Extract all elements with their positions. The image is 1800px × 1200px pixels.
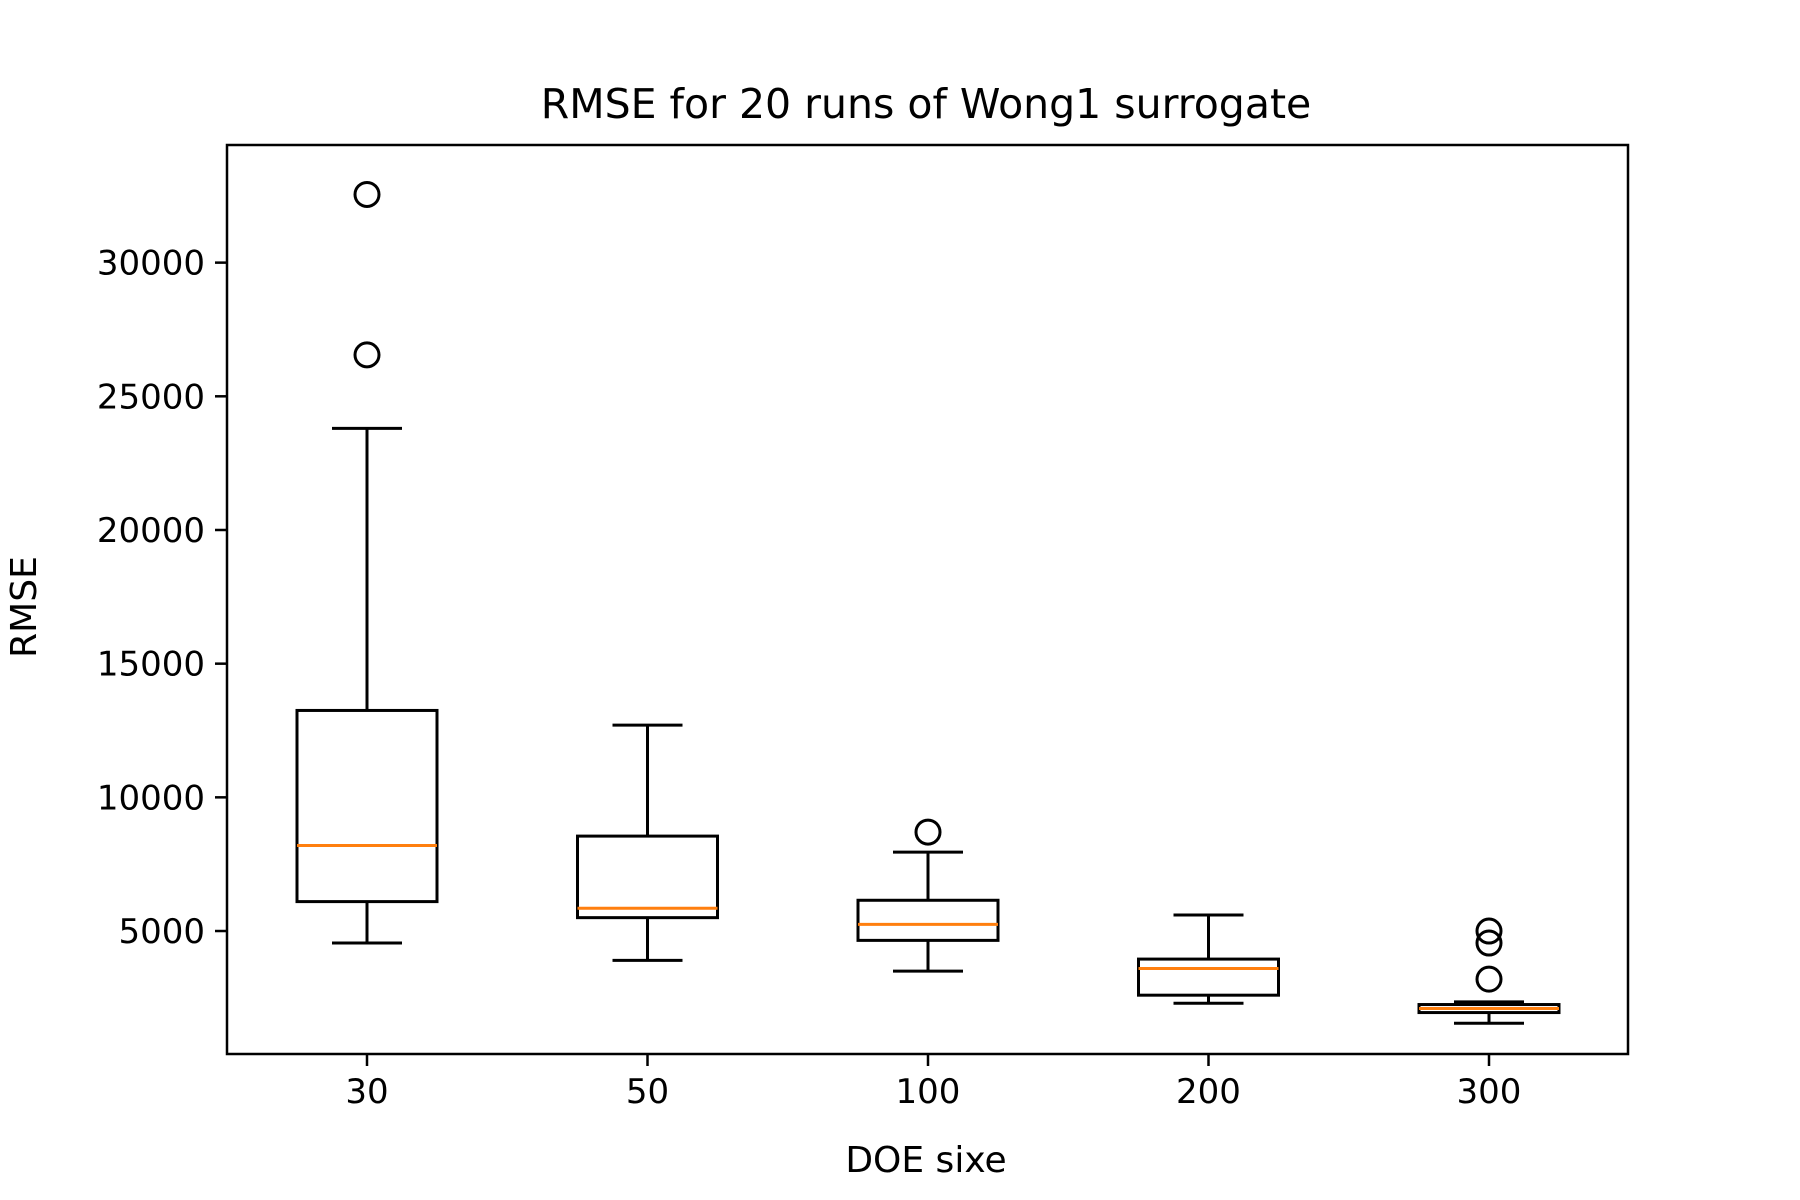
y-tick-label: 10000 (97, 778, 205, 818)
x-axis-label: DOE sixe (845, 1140, 1006, 1181)
x-tick-label: 200 (1176, 1072, 1241, 1112)
x-tick-label: 50 (626, 1072, 669, 1112)
y-axis-label: RMSE (4, 556, 45, 658)
y-tick-label: 15000 (97, 645, 205, 685)
outlier-point (914, 818, 942, 846)
box (576, 834, 719, 920)
outlier-point (353, 341, 381, 369)
y-tick-label: 5000 (118, 912, 205, 952)
y-tick-label: 30000 (97, 244, 205, 284)
plot-area: 5000 10000 15000 20000 25000 30000 30 50 100 200 3… (97, 180, 1561, 1112)
y-tick-label: 20000 (97, 511, 205, 551)
box-group-100 (856, 818, 1000, 973)
box (856, 898, 1000, 942)
x-tick-label: 300 (1457, 1072, 1522, 1112)
chart-title: RMSE for 20 runs of Wong1 surrogate (541, 80, 1312, 128)
outlier-point (1475, 929, 1503, 957)
x-tick-label: 30 (345, 1072, 388, 1112)
outlier-point (1475, 965, 1503, 993)
outlier-point (353, 180, 381, 208)
plot-frame (225, 143, 1630, 1056)
box-group-200 (1137, 913, 1280, 1005)
box-group-50 (576, 723, 719, 962)
outlier-point (1475, 917, 1503, 945)
y-tick-label: 25000 (97, 377, 205, 417)
box (1137, 957, 1280, 997)
x-tick-label: 100 (896, 1072, 961, 1112)
box-group-300 (1417, 917, 1561, 1025)
box (295, 708, 439, 904)
box-group-30 (295, 180, 439, 945)
